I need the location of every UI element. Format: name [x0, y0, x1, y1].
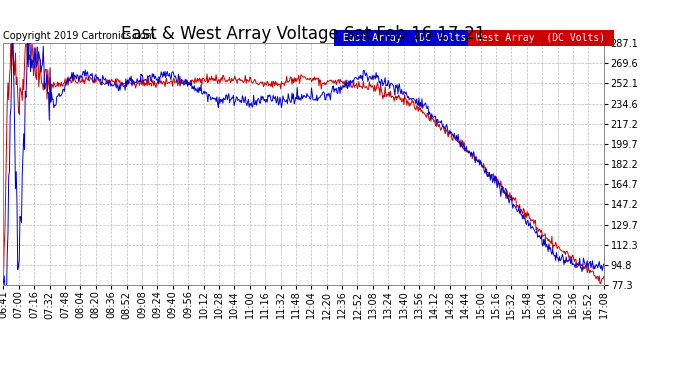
Text: East Array  (DC Volts): East Array (DC Volts)	[337, 33, 477, 43]
Title: East & West Array Voltage Sat Feb 16 17:21: East & West Array Voltage Sat Feb 16 17:…	[121, 25, 486, 43]
Text: Copyright 2019 Cartronics.com: Copyright 2019 Cartronics.com	[3, 31, 155, 41]
Text: West Array  (DC Volts): West Array (DC Volts)	[471, 33, 611, 43]
